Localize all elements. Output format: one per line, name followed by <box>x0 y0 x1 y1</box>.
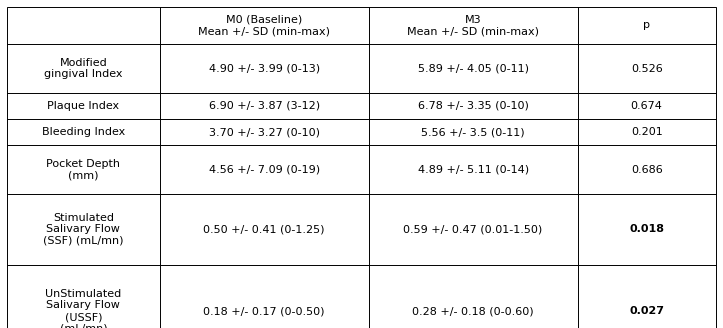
Text: 0.50 +/- 0.41 (0-1.25): 0.50 +/- 0.41 (0-1.25) <box>203 224 325 234</box>
Text: 5.56 +/- 3.5 (0-11): 5.56 +/- 3.5 (0-11) <box>422 127 525 137</box>
Text: 0.686: 0.686 <box>630 165 662 174</box>
Text: 0.59 +/- 0.47 (0.01-1.50): 0.59 +/- 0.47 (0.01-1.50) <box>403 224 543 234</box>
Text: 4.89 +/- 5.11 (0-14): 4.89 +/- 5.11 (0-14) <box>418 165 529 174</box>
Text: 0.674: 0.674 <box>630 101 662 111</box>
Text: 0.018: 0.018 <box>629 224 664 234</box>
Text: 4.56 +/- 7.09 (0-19): 4.56 +/- 7.09 (0-19) <box>208 165 320 174</box>
Text: 0.28 +/- 0.18 (0-0.60): 0.28 +/- 0.18 (0-0.60) <box>412 306 534 316</box>
Text: 5.89 +/- 4.05 (0-11): 5.89 +/- 4.05 (0-11) <box>418 64 529 73</box>
Text: 0.027: 0.027 <box>629 306 664 316</box>
Text: M3
Mean +/- SD (min-max): M3 Mean +/- SD (min-max) <box>407 15 539 36</box>
Text: Pocket Depth
(mm): Pocket Depth (mm) <box>46 159 121 180</box>
Text: Bleeding Index: Bleeding Index <box>42 127 125 137</box>
Text: M0 (Baseline)
Mean +/- SD (min-max): M0 (Baseline) Mean +/- SD (min-max) <box>198 15 330 36</box>
Text: UnStimulated
Salivary Flow
(USSF)
(mL/mn): UnStimulated Salivary Flow (USSF) (mL/mn… <box>46 289 121 328</box>
Text: 4.90 +/- 3.99 (0-13): 4.90 +/- 3.99 (0-13) <box>208 64 320 73</box>
Text: Plaque Index: Plaque Index <box>47 101 119 111</box>
Text: 0.201: 0.201 <box>630 127 662 137</box>
Text: 6.78 +/- 3.35 (0-10): 6.78 +/- 3.35 (0-10) <box>418 101 529 111</box>
Text: p: p <box>643 20 650 31</box>
Text: 0.18 +/- 0.17 (0-0.50): 0.18 +/- 0.17 (0-0.50) <box>203 306 325 316</box>
Text: Stimulated
Salivary Flow
(SSF) (mL/mn): Stimulated Salivary Flow (SSF) (mL/mn) <box>43 213 124 246</box>
Text: 0.526: 0.526 <box>630 64 662 73</box>
Text: 6.90 +/- 3.87 (3-12): 6.90 +/- 3.87 (3-12) <box>208 101 320 111</box>
Text: 3.70 +/- 3.27 (0-10): 3.70 +/- 3.27 (0-10) <box>208 127 320 137</box>
Text: Modified
gingival Index: Modified gingival Index <box>44 58 123 79</box>
